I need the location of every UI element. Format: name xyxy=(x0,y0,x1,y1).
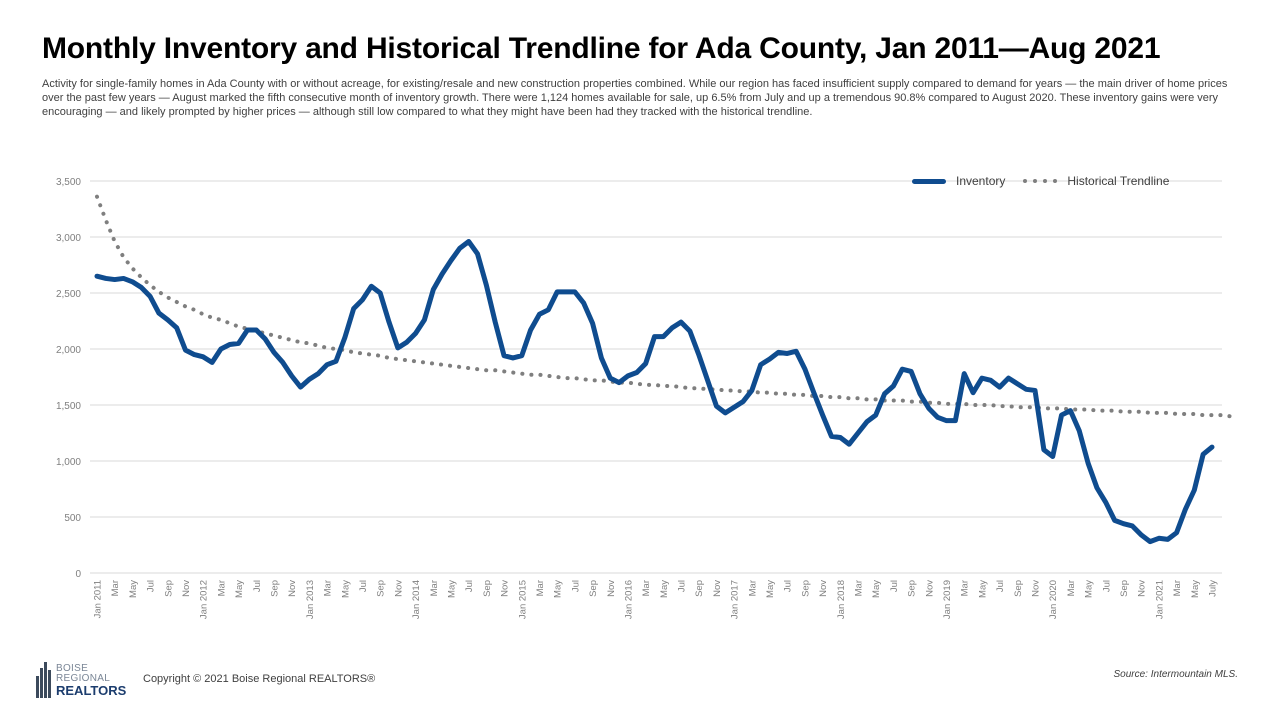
y-tick-label: 3,500 xyxy=(56,177,81,188)
x-tick-label: May xyxy=(977,580,988,598)
x-tick-label: Jan 2020 xyxy=(1048,580,1059,619)
x-tick-label: Jan 2021 xyxy=(1154,580,1165,619)
x-tick-label: May xyxy=(128,580,139,598)
legend-swatch-trendline xyxy=(1023,178,1058,184)
x-tick-label: Jul xyxy=(358,580,369,592)
x-tick-label: Jan 2012 xyxy=(199,580,210,619)
x-tick-label: Nov xyxy=(1031,580,1042,597)
x-tick-label: Mar xyxy=(1172,580,1183,596)
logo-line-2: REGIONAL xyxy=(56,673,111,684)
x-tick-label: Jul xyxy=(1101,580,1112,592)
y-tick-label: 2,000 xyxy=(56,345,81,356)
x-tick-label: Mar xyxy=(641,580,652,596)
copyright-text: Copyright © 2021 Boise Regional REALTORS… xyxy=(143,673,376,685)
page-title: Monthly Inventory and Historical Trendli… xyxy=(42,32,1161,65)
x-tick-label: Sep xyxy=(1013,580,1024,597)
x-tick-label: Jan 2014 xyxy=(411,580,422,619)
x-tick-label: Mar xyxy=(1066,580,1077,596)
x-tick-label: Jan 2013 xyxy=(305,580,316,619)
x-axis-tick-labels: Jan 2011 Mar May Jul Sep Nov Jan 2012 Mar May Jul… xyxy=(93,580,1219,619)
x-tick-label: Mar xyxy=(216,580,227,596)
x-tick-label: Mar xyxy=(854,580,865,596)
x-tick-label: Jul xyxy=(570,580,581,592)
logo-line-1: BOISE xyxy=(56,663,89,674)
x-tick-label: May xyxy=(553,580,564,598)
x-tick-label: May xyxy=(871,580,882,598)
legend-label-inventory: Inventory xyxy=(956,174,1006,188)
x-tick-label: May xyxy=(659,580,670,598)
chart-gridlines xyxy=(90,180,1222,574)
x-tick-label: Sep xyxy=(1119,580,1130,597)
x-tick-label: Nov xyxy=(500,580,511,597)
x-tick-label: May xyxy=(446,580,457,598)
x-tick-label: Nov xyxy=(818,580,829,597)
x-tick-label: Sep xyxy=(163,580,174,597)
y-tick-label: 2,500 xyxy=(56,289,81,300)
x-tick-label: Jan 2015 xyxy=(517,580,528,619)
x-tick-label: May xyxy=(340,580,351,598)
legend-label-trendline: Historical Trendline xyxy=(1067,174,1170,188)
x-tick-label: May xyxy=(765,580,776,598)
x-tick-label: Sep xyxy=(376,580,387,597)
y-tick-label: 0 xyxy=(75,569,81,580)
x-tick-label: Jan 2018 xyxy=(836,580,847,619)
x-tick-label: Jul xyxy=(783,580,794,592)
source-note: Source: Intermountain MLS. xyxy=(1113,669,1238,680)
x-tick-label: July xyxy=(1208,580,1219,597)
y-tick-label: 3,000 xyxy=(56,233,81,244)
x-tick-label: Jul xyxy=(146,580,157,592)
x-tick-label: Sep xyxy=(800,580,811,597)
logo-wordmark: BOISE REGIONAL REALTORS xyxy=(56,664,126,698)
x-tick-label: Jul xyxy=(889,580,900,592)
x-tick-label: Mar xyxy=(535,580,546,596)
brand-logo: BOISE REGIONAL REALTORS xyxy=(36,660,132,698)
x-tick-label: Sep xyxy=(482,580,493,597)
legend-swatch-inventory xyxy=(912,178,946,184)
x-tick-label: Nov xyxy=(1137,580,1148,597)
x-tick-label: Mar xyxy=(429,580,440,596)
x-tick-label: Jul xyxy=(677,580,688,592)
x-tick-label: Sep xyxy=(694,580,705,597)
x-tick-label: Nov xyxy=(393,580,404,597)
x-tick-label: Jan 2019 xyxy=(942,580,953,619)
x-tick-label: Sep xyxy=(907,580,918,597)
x-tick-label: Nov xyxy=(712,580,723,597)
x-tick-label: May xyxy=(1084,580,1095,598)
series-line-historical-trendline xyxy=(95,194,1232,419)
x-tick-label: Mar xyxy=(747,580,758,596)
chart-series xyxy=(94,194,1232,545)
series-line-inventory xyxy=(94,238,1215,545)
x-tick-label: Mar xyxy=(323,580,334,596)
x-tick-label: Jul xyxy=(464,580,475,592)
x-tick-label: Sep xyxy=(588,580,599,597)
x-tick-label: Mar xyxy=(110,580,121,596)
page-subtitle: Activity for single-family homes in Ada … xyxy=(42,78,1228,118)
x-tick-label: Nov xyxy=(181,580,192,597)
x-tick-label: Nov xyxy=(287,580,298,597)
y-tick-label: 1,000 xyxy=(56,457,81,468)
x-tick-label: Nov xyxy=(606,580,617,597)
x-tick-label: May xyxy=(234,580,245,598)
x-tick-label: Jul xyxy=(995,580,1006,592)
y-tick-label: 1,500 xyxy=(56,401,81,412)
y-tick-label: 500 xyxy=(64,513,81,524)
x-tick-label: May xyxy=(1190,580,1201,598)
x-tick-label: Jan 2016 xyxy=(623,580,634,619)
chart-legend: Inventory Historical Trendline xyxy=(912,171,1187,191)
x-tick-label: Nov xyxy=(924,580,935,597)
y-axis-tick-labels: 0 500 1,000 1,500 2,000 2,500 3,000 3,500 xyxy=(56,177,81,580)
legend-item-inventory: Inventory xyxy=(912,174,1005,188)
logo-line-3: REALTORS xyxy=(56,683,127,698)
x-tick-label: Jul xyxy=(252,580,263,592)
x-tick-label: Mar xyxy=(960,580,971,596)
legend-item-historical-trendline: Historical Trendline xyxy=(1023,174,1169,188)
x-tick-label: Jan 2017 xyxy=(730,580,741,619)
logo-bars-icon xyxy=(36,662,52,698)
x-tick-label: Jan 2011 xyxy=(93,580,104,618)
x-tick-label: Sep xyxy=(269,580,280,597)
